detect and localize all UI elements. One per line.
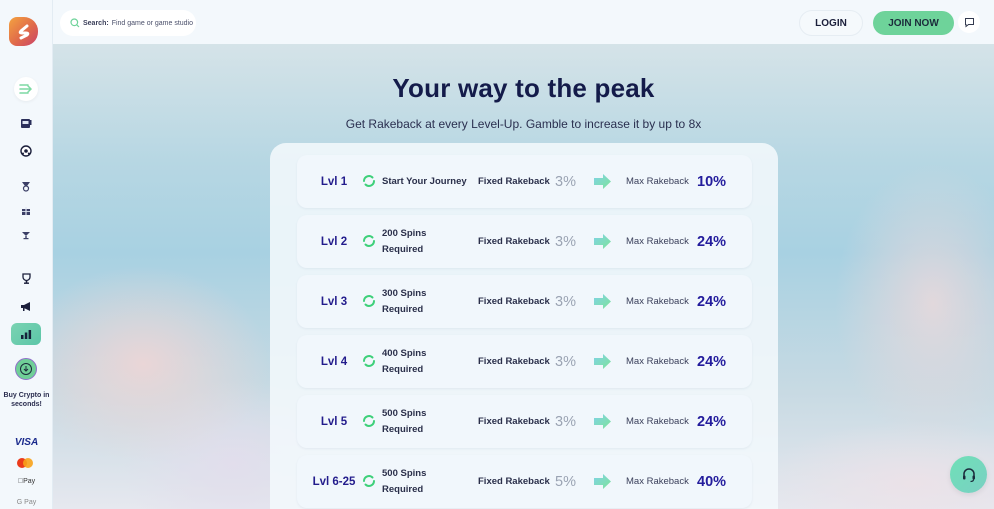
refresh-icon xyxy=(363,355,375,367)
logo-icon xyxy=(18,24,29,39)
sidebar-item-promotions[interactable] xyxy=(18,204,34,218)
search-label: Search: xyxy=(83,19,109,27)
search-input[interactable]: Search: Find game or game studio xyxy=(60,10,196,36)
level-row: Lvl 2 200 Spins Required Fixed Rakeback … xyxy=(297,215,752,268)
fixed-rakeback-value: 3% xyxy=(555,293,576,310)
arrow-right-icon xyxy=(594,414,611,429)
sidebar-item-slots[interactable] xyxy=(18,116,34,130)
max-rakeback-label: Max Rakeback xyxy=(626,476,689,487)
level-row: Lvl 6-25 500 Spins Required Fixed Rakeba… xyxy=(297,455,752,508)
level-requirement: 500 Spins Required xyxy=(382,467,427,495)
fixed-rakeback-label: Fixed Rakeback xyxy=(478,476,550,487)
fixed-rakeback-value: 3% xyxy=(555,413,576,430)
collapse-sidebar-button[interactable] xyxy=(14,77,38,101)
level-requirement: 500 Spins Required xyxy=(382,407,427,435)
download-app-button[interactable] xyxy=(15,358,37,380)
refresh-icon xyxy=(363,295,375,307)
chat-button[interactable] xyxy=(958,11,980,33)
level-requirement: Start Your Journey xyxy=(382,175,467,187)
arrow-right-icon xyxy=(594,294,611,309)
max-rakeback-label: Max Rakeback xyxy=(626,296,689,307)
refresh-icon xyxy=(363,175,375,187)
max-rakeback-label: Max Rakeback xyxy=(626,416,689,427)
slot-machine-icon xyxy=(21,119,32,128)
arrow-right-icon xyxy=(594,474,611,489)
medal-icon xyxy=(22,181,30,192)
levels-panel: Lvl 1 Start Your Journey Fixed Rakeback … xyxy=(270,143,778,509)
brand-logo[interactable] xyxy=(9,17,38,46)
fixed-rakeback-value: 3% xyxy=(555,353,576,370)
level-name: Lvl 4 xyxy=(320,355,348,368)
max-rakeback-value: 10% xyxy=(697,173,727,190)
visa-logo: VISA xyxy=(14,437,39,448)
level-name: Lvl 6-25 xyxy=(312,475,356,488)
page-title: Your way to the peak xyxy=(392,73,655,103)
arrow-right-icon xyxy=(594,234,611,249)
download-icon xyxy=(20,363,32,375)
level-name: Lvl 5 xyxy=(320,415,348,428)
max-rakeback-value: 40% xyxy=(697,473,727,490)
level-name: Lvl 2 xyxy=(320,235,348,248)
soccer-ball-icon xyxy=(20,145,32,157)
fixed-rakeback-label: Fixed Rakeback xyxy=(478,296,550,307)
fixed-rakeback-value: 5% xyxy=(555,473,576,490)
level-row: Lvl 4 400 Spins Required Fixed Rakeback … xyxy=(297,335,752,388)
refresh-icon xyxy=(363,235,375,247)
max-rakeback-label: Max Rakeback xyxy=(626,356,689,367)
live-support-button[interactable] xyxy=(950,456,987,493)
sidebar-item-vip[interactable] xyxy=(18,228,34,242)
apple-pay-label: Pay xyxy=(20,478,35,485)
level-name: Lvl 3 xyxy=(320,295,348,308)
refresh-icon xyxy=(363,475,375,487)
sidebar-item-sports[interactable] xyxy=(18,144,34,158)
fixed-rakeback-value: 3% xyxy=(555,173,576,190)
fixed-rakeback-label: Fixed Rakeback xyxy=(478,356,550,367)
max-rakeback-value: 24% xyxy=(697,233,727,250)
google-pay-logo: G Pay xyxy=(16,499,37,506)
chat-bubble-icon xyxy=(964,17,974,28)
sidebar-item-levels[interactable] xyxy=(11,323,41,345)
level-requirement: 400 Spins Required xyxy=(382,347,427,375)
levels-hero: Your way to the peak Get Rakeback at eve… xyxy=(53,44,994,509)
apple-pay-logo: Pay xyxy=(0,478,53,485)
trophy-icon xyxy=(21,273,31,284)
sidebar: Buy Crypto in seconds! VISA Pay G Pay xyxy=(0,0,53,509)
fixed-rakeback-label: Fixed Rakeback xyxy=(478,416,550,427)
sidebar-item-tournaments[interactable] xyxy=(18,272,34,286)
fixed-rakeback-value: 3% xyxy=(555,233,576,250)
megaphone-icon xyxy=(21,301,30,311)
login-button[interactable]: LOGIN xyxy=(799,10,863,36)
level-row: Lvl 1 Start Your Journey Fixed Rakeback … xyxy=(297,155,752,208)
top-header: Search: Find game or game studio LOGIN J… xyxy=(53,0,994,44)
headset-icon xyxy=(962,467,975,482)
max-rakeback-label: Max Rakeback xyxy=(626,176,689,187)
bar-chart-icon xyxy=(21,330,32,339)
arrow-right-lines-icon xyxy=(19,84,33,94)
search-placeholder: Find game or game studio xyxy=(111,19,194,27)
level-requirement: 200 Spins Required xyxy=(382,227,427,255)
sidebar-item-rewards[interactable] xyxy=(18,179,34,193)
max-rakeback-value: 24% xyxy=(697,293,727,310)
level-requirement: 300 Spins Required xyxy=(382,287,427,315)
search-icon xyxy=(70,18,80,28)
fixed-rakeback-label: Fixed Rakeback xyxy=(478,176,550,187)
fixed-rakeback-label: Fixed Rakeback xyxy=(478,236,550,247)
buy-crypto-text[interactable]: Buy Crypto in seconds! xyxy=(3,392,50,408)
max-rakeback-value: 24% xyxy=(697,413,727,430)
gift-icon xyxy=(22,207,30,215)
mastercard-icon xyxy=(17,458,33,468)
arrow-right-icon xyxy=(594,174,611,189)
sidebar-item-announcements[interactable] xyxy=(18,299,34,313)
refresh-icon xyxy=(363,415,375,427)
max-rakeback-label: Max Rakeback xyxy=(626,236,689,247)
arrow-right-icon xyxy=(594,354,611,369)
level-row: Lvl 5 500 Spins Required Fixed Rakeback … xyxy=(297,395,752,448)
page-subtitle: Get Rakeback at every Level-Up. Gamble t… xyxy=(345,117,702,131)
level-name: Lvl 1 xyxy=(320,175,348,188)
diamond-trophy-icon xyxy=(22,232,30,240)
max-rakeback-value: 24% xyxy=(697,353,727,370)
join-now-button[interactable]: JOIN NOW xyxy=(873,11,954,35)
level-row: Lvl 3 300 Spins Required Fixed Rakeback … xyxy=(297,275,752,328)
